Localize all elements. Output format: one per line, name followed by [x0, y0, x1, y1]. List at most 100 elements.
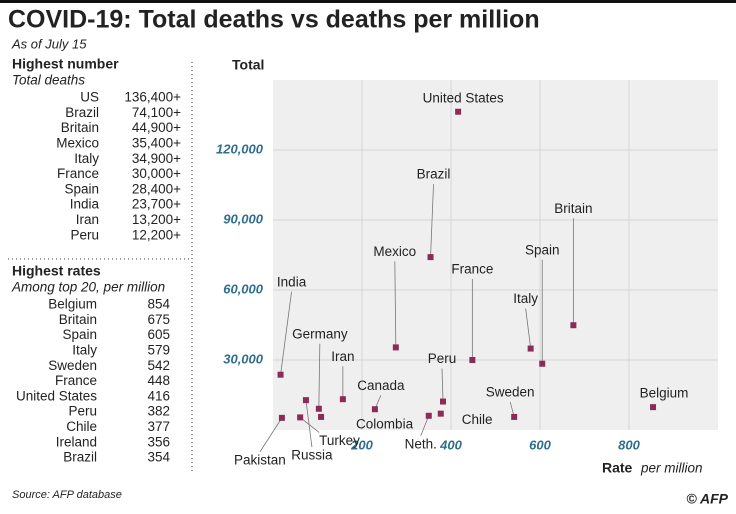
- point: [278, 414, 285, 421]
- row-name: Iran: [76, 212, 99, 227]
- row-name: Ireland: [56, 434, 97, 449]
- row-name: Spain: [64, 181, 99, 196]
- point: [527, 345, 534, 352]
- row-value: 354: [147, 450, 170, 465]
- point: [469, 357, 476, 363]
- point-label: Russia: [291, 448, 333, 463]
- point-label: Brazil: [417, 167, 451, 182]
- row-value: 30,000+: [132, 166, 181, 181]
- point-label: Turkey: [319, 433, 360, 448]
- point: [297, 414, 304, 421]
- point-label: Canada: [357, 378, 405, 393]
- row-value: 854: [147, 297, 170, 312]
- point: [392, 344, 399, 351]
- row-value: 35,400+: [132, 135, 181, 150]
- x-axis-note: per million: [640, 461, 703, 476]
- row-name: Chile: [66, 419, 97, 434]
- y-tick-label: 30,000: [223, 351, 264, 366]
- credit: © AFP: [686, 491, 728, 507]
- row-name: Brazil: [63, 450, 97, 465]
- point-label: Belgium: [640, 386, 689, 401]
- row-value: 382: [147, 404, 170, 419]
- point-label: Neth.: [405, 436, 437, 451]
- point: [650, 404, 657, 411]
- row-value: 28,400+: [132, 181, 181, 196]
- row-value: 377: [147, 419, 170, 434]
- point-label: Spain: [525, 242, 560, 257]
- row-name: Spain: [62, 327, 97, 342]
- point: [339, 396, 346, 403]
- point: [570, 322, 577, 329]
- row-value: 12,200+: [132, 227, 181, 242]
- row-name: Britain: [61, 120, 99, 135]
- point-label: France: [451, 262, 493, 277]
- point-label: Germany: [292, 326, 348, 341]
- leader-line: [259, 417, 283, 453]
- y-axis-title: Total: [232, 57, 264, 73]
- leader-line: [299, 417, 320, 433]
- row-value: 579: [147, 342, 170, 357]
- point: [539, 360, 546, 367]
- table-title: Highest number: [12, 56, 119, 72]
- point-label: Colombia: [356, 416, 414, 431]
- x-tick-label: 600: [529, 437, 551, 452]
- row-name: United States: [16, 388, 97, 403]
- point-label: Italy: [513, 291, 538, 306]
- x-tick-label: 400: [439, 437, 462, 452]
- row-value: 675: [147, 312, 170, 327]
- source: Source: AFP database: [12, 489, 122, 501]
- point-label: Peru: [428, 351, 457, 366]
- point: [427, 254, 434, 261]
- point: [302, 397, 309, 404]
- chart: 30,000 60,000 90,000 120,000 200 400 600 800 Tot…: [216, 57, 718, 476]
- point: [455, 108, 462, 115]
- table-subtitle: Total deaths: [12, 73, 85, 88]
- point: [437, 410, 444, 417]
- x-tick-label: 800: [618, 437, 640, 452]
- top-bar: [0, 0, 736, 3]
- leader-line: [420, 415, 430, 436]
- point: [315, 405, 322, 412]
- leader-line: [525, 308, 532, 349]
- row-value: 44,900+: [132, 120, 181, 135]
- point: [318, 413, 325, 420]
- point: [371, 406, 378, 413]
- row-value: 74,100+: [132, 105, 181, 120]
- point: [511, 413, 518, 420]
- row-name: India: [70, 197, 100, 212]
- leader-line: [430, 184, 434, 258]
- row-value: 542: [147, 358, 170, 373]
- row-name: Mexico: [56, 135, 99, 150]
- row-name: Sweden: [48, 358, 97, 373]
- row-value: 356: [147, 434, 170, 449]
- y-tick-label: 90,000: [223, 211, 264, 226]
- point-label: Iran: [331, 349, 354, 364]
- row-name: Peru: [70, 227, 99, 242]
- row-value: 136,400+: [124, 90, 181, 105]
- row-name: Italy: [74, 151, 99, 166]
- row-value: 23,700+: [132, 197, 181, 212]
- title: COVID-19: Total deaths vs deaths per mil…: [8, 6, 540, 34]
- row-name: Peru: [68, 404, 97, 419]
- point-label: Pakistan: [234, 452, 286, 467]
- subtitle: As of July 15: [11, 36, 87, 51]
- row-name: Britain: [59, 312, 97, 327]
- x-tick-label: 200: [350, 437, 373, 452]
- leader-line: [318, 343, 321, 409]
- leader-line: [394, 261, 397, 348]
- row-name: Belgium: [48, 297, 97, 312]
- point-label: Britain: [554, 201, 592, 216]
- plot-area: [273, 80, 718, 430]
- point-label: Mexico: [373, 244, 416, 259]
- x-axis-title: Rate: [602, 460, 633, 476]
- row-name: France: [57, 166, 99, 181]
- point-label: India: [277, 274, 307, 289]
- row-name: US: [80, 90, 99, 105]
- point-label: Chile: [462, 412, 493, 427]
- point: [277, 371, 284, 378]
- leader-line: [305, 400, 313, 448]
- table-title: Highest rates: [12, 263, 101, 279]
- row-value: 34,900+: [132, 151, 181, 166]
